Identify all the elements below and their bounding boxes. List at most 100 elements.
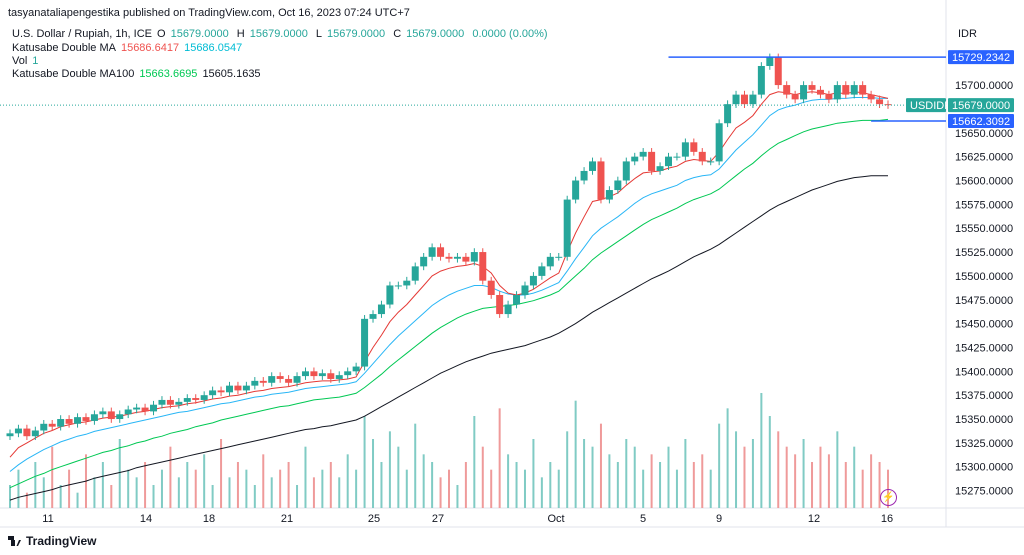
candle-body[interactable] <box>791 94 799 100</box>
candle-body[interactable] <box>285 378 293 383</box>
candle-body[interactable] <box>496 294 504 315</box>
candle-body[interactable] <box>361 318 369 367</box>
candle-body[interactable] <box>580 170 588 181</box>
candle-body[interactable] <box>242 385 250 391</box>
candle-body[interactable] <box>665 156 672 167</box>
candle-body[interactable] <box>487 280 495 295</box>
candle-body[interactable] <box>268 376 276 383</box>
candle-body[interactable] <box>90 414 98 421</box>
candle-body[interactable] <box>166 399 174 405</box>
candle-body[interactable] <box>555 256 563 258</box>
candle-body[interactable] <box>724 104 732 124</box>
candle-body[interactable] <box>386 285 394 305</box>
candle-body[interactable] <box>707 161 715 163</box>
candle-body[interactable] <box>352 366 360 372</box>
candle-body[interactable] <box>698 151 706 162</box>
candle-body[interactable] <box>876 99 884 105</box>
candle-body[interactable] <box>293 376 301 383</box>
candle-body[interactable] <box>65 419 73 424</box>
candle-body[interactable] <box>749 94 757 105</box>
candle-body[interactable] <box>639 151 647 157</box>
candle-body[interactable] <box>462 256 470 262</box>
candle-body[interactable] <box>226 385 233 393</box>
candle-body[interactable] <box>445 256 453 259</box>
candle-body[interactable] <box>766 57 774 66</box>
time-axis[interactable]: 11 14 18 21 25 27 Oct 5 9 12 16 <box>42 513 893 525</box>
candle-body[interactable] <box>14 428 22 434</box>
candle-body[interactable] <box>394 285 402 287</box>
candle-body[interactable] <box>175 401 183 405</box>
candle-body[interactable] <box>867 94 875 100</box>
candle-body[interactable] <box>597 161 605 200</box>
candle-body[interactable] <box>816 89 824 95</box>
candle-body[interactable] <box>31 430 39 437</box>
candle-body[interactable] <box>732 94 740 105</box>
candle-body[interactable] <box>808 85 816 90</box>
candle-body[interactable] <box>529 275 537 286</box>
candle-body[interactable] <box>327 373 335 379</box>
candle-body[interactable] <box>335 375 343 379</box>
candle-body[interactable] <box>622 161 630 181</box>
candles[interactable] <box>6 53 892 441</box>
candle-body[interactable] <box>631 156 639 162</box>
candle-body[interactable] <box>403 280 411 286</box>
candle-body[interactable] <box>124 409 132 415</box>
candle-body[interactable] <box>648 151 656 171</box>
candle-body[interactable] <box>116 414 124 420</box>
candle-body[interactable] <box>572 180 580 200</box>
candle-body[interactable] <box>614 180 622 191</box>
candle-body[interactable] <box>690 142 698 152</box>
candle-body[interactable] <box>513 294 521 305</box>
candle-body[interactable] <box>740 94 748 105</box>
candle-body[interactable] <box>276 376 284 379</box>
candle-body[interactable] <box>563 199 571 257</box>
candle-body[interactable] <box>48 423 56 427</box>
candle-body[interactable] <box>470 252 478 262</box>
candle-body[interactable] <box>453 256 461 259</box>
candle-body[interactable] <box>99 411 107 415</box>
candle-body[interactable] <box>842 85 850 95</box>
candle-body[interactable] <box>82 417 90 421</box>
candle-body[interactable] <box>428 247 436 257</box>
candle-body[interactable] <box>377 304 385 315</box>
candle-body[interactable] <box>344 371 352 376</box>
ma1-legend[interactable]: Katusabe Double MA 15686.6417 15686.0547 <box>12 42 247 54</box>
candle-body[interactable] <box>209 390 217 396</box>
candle-body[interactable] <box>74 417 82 424</box>
candle-body[interactable] <box>6 433 14 437</box>
candle-body[interactable] <box>800 85 808 100</box>
candle-body[interactable] <box>715 123 723 162</box>
candle-body[interactable] <box>546 256 554 267</box>
candle-body[interactable] <box>23 428 31 437</box>
candle-body[interactable] <box>150 404 158 412</box>
candle-body[interactable] <box>774 57 782 86</box>
tradingview-brand[interactable]: TradingView <box>8 534 96 548</box>
candle-body[interactable] <box>40 423 48 431</box>
candle-body[interactable] <box>57 419 65 427</box>
candle-body[interactable] <box>833 85 841 100</box>
candle-body[interactable] <box>673 156 681 158</box>
candle-body[interactable] <box>369 314 377 319</box>
ma2-legend[interactable]: Katusabe Double MA100 15663.6695 15605.163… <box>12 68 266 80</box>
candle-body[interactable] <box>605 190 613 200</box>
candle-body[interactable] <box>589 161 597 171</box>
symbol-legend[interactable]: U.S. Dollar / Rupiah, 1h, ICE O 15679.0000… <box>12 28 558 40</box>
candle-body[interactable] <box>825 94 833 100</box>
candle-body[interactable] <box>318 373 326 377</box>
candle-body[interactable] <box>521 285 529 295</box>
candle-body[interactable] <box>411 266 419 281</box>
candle-body[interactable] <box>259 380 267 383</box>
candle-body[interactable] <box>310 371 318 377</box>
candle-body[interactable] <box>479 252 487 281</box>
candle-body[interactable] <box>183 398 191 402</box>
candle-body[interactable] <box>437 247 445 257</box>
candle-body[interactable] <box>107 411 115 420</box>
candle-body[interactable] <box>783 85 791 95</box>
volume-legend[interactable]: Vol 1 <box>12 55 43 67</box>
candle-body[interactable] <box>251 380 259 386</box>
candle-body[interactable] <box>234 385 242 391</box>
candle-body[interactable] <box>158 399 166 405</box>
candle-body[interactable] <box>301 371 309 377</box>
candle-body[interactable] <box>538 266 546 276</box>
